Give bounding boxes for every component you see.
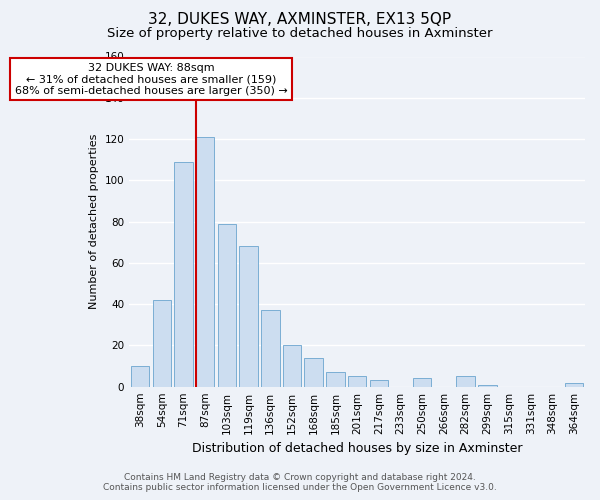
Bar	[239, 246, 258, 386]
Bar	[413, 378, 431, 386]
Bar	[304, 358, 323, 386]
Bar	[478, 384, 497, 386]
Bar	[152, 300, 171, 386]
Bar	[348, 376, 367, 386]
Text: Contains HM Land Registry data © Crown copyright and database right 2024.
Contai: Contains HM Land Registry data © Crown c…	[103, 473, 497, 492]
Bar	[261, 310, 280, 386]
X-axis label: Distribution of detached houses by size in Axminster: Distribution of detached houses by size …	[192, 442, 523, 455]
Bar	[218, 224, 236, 386]
Bar	[565, 382, 583, 386]
Y-axis label: Number of detached properties: Number of detached properties	[89, 134, 99, 310]
Text: 32, DUKES WAY, AXMINSTER, EX13 5QP: 32, DUKES WAY, AXMINSTER, EX13 5QP	[148, 12, 452, 28]
Bar	[283, 346, 301, 387]
Bar	[174, 162, 193, 386]
Bar	[131, 366, 149, 386]
Bar	[370, 380, 388, 386]
Bar	[457, 376, 475, 386]
Bar	[196, 137, 214, 386]
Text: Size of property relative to detached houses in Axminster: Size of property relative to detached ho…	[107, 28, 493, 40]
Bar	[326, 372, 344, 386]
Text: 32 DUKES WAY: 88sqm
← 31% of detached houses are smaller (159)
68% of semi-detac: 32 DUKES WAY: 88sqm ← 31% of detached ho…	[14, 62, 287, 96]
